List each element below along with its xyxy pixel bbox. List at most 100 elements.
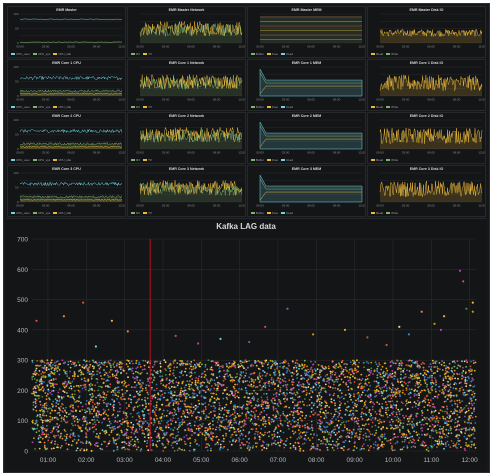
- legend-item[interactable]: Read: [371, 105, 383, 109]
- scatter-point: [133, 432, 135, 435]
- scatter-point: [92, 406, 94, 408]
- panel-legend[interactable]: Read Write: [371, 211, 401, 215]
- legend-item[interactable]: Used: [281, 52, 293, 56]
- legend-item[interactable]: CPU_sys: [32, 52, 50, 56]
- x-tick-label: 12:00: [358, 151, 365, 155]
- legend-item[interactable]: CPU_idle: [53, 52, 71, 56]
- legend-swatch: [251, 159, 255, 161]
- legend-item[interactable]: CPU_idle: [53, 105, 71, 109]
- panel-legend[interactable]: Buffer Free Used: [251, 158, 296, 162]
- legend-item[interactable]: Write: [386, 52, 398, 56]
- metric-panel[interactable]: EMR Core 1 Network 00:00 03:00 06:00 09:00 12…: [127, 59, 246, 111]
- scatter-point: [82, 442, 84, 445]
- scatter-point: [43, 411, 46, 413]
- x-tick-label: 06:00: [427, 151, 435, 155]
- legend-item[interactable]: CPU_idle: [53, 158, 71, 162]
- legend-item[interactable]: Write: [386, 158, 398, 162]
- legend-item[interactable]: Free: [266, 105, 278, 109]
- legend-item[interactable]: TX: [143, 105, 152, 109]
- scatter-point: [250, 401, 252, 404]
- metric-panel[interactable]: EMR Core 1 Disk IO 00:00 03:00 06:00 09:00 12…: [367, 59, 486, 111]
- metric-panel[interactable]: EMR Core 2 MEM00:0003:0006:0009:0012:00B…: [247, 112, 366, 164]
- scatter-point: [373, 434, 376, 437]
- panel-legend[interactable]: Buffer Free Used: [251, 52, 296, 56]
- legend-item[interactable]: Free: [266, 211, 278, 215]
- legend-item[interactable]: Read: [371, 52, 383, 56]
- metric-panel[interactable]: EMR Core 3 Disk IO 00:00 03:00 06:00 09:00 12…: [367, 165, 486, 217]
- panel-legend[interactable]: RX TX: [131, 52, 155, 56]
- scatter-point: [361, 445, 364, 447]
- legend-item[interactable]: Buffer: [251, 211, 264, 215]
- panel-legend[interactable]: CPU_user CPU_sys CPU_idle: [11, 52, 74, 56]
- legend-item[interactable]: Read: [371, 158, 383, 162]
- scatter-point: [107, 386, 109, 388]
- legend-item[interactable]: CPU_user: [11, 158, 30, 162]
- metric-panel[interactable]: EMR Core 2 Network 00:00 03:00 06:00 09:00 12…: [127, 112, 246, 164]
- legend-item[interactable]: CPU_sys: [32, 158, 50, 162]
- scatter-point: [333, 413, 336, 416]
- legend-item[interactable]: Write: [386, 105, 398, 109]
- legend-item[interactable]: RX: [131, 52, 140, 56]
- metric-panel[interactable]: EMR Core 1 MEM00:0003:0006:0009:0012:00B…: [247, 59, 366, 111]
- metric-panel[interactable]: EMR Core 3 CPU 100 50 0 00:00 03:00 06:00 09:00…: [7, 165, 126, 217]
- legend-item[interactable]: CPU_user: [11, 211, 30, 215]
- scatter-point: [234, 390, 237, 393]
- legend-item[interactable]: Used: [281, 158, 293, 162]
- legend-item[interactable]: Free: [266, 158, 278, 162]
- scatter-point: [185, 384, 188, 387]
- metric-panel[interactable]: EMR Master Network 00:00 03:00 06:00 09:00 12…: [127, 6, 246, 58]
- legend-item[interactable]: CPU_idle: [53, 211, 71, 215]
- legend-item[interactable]: Buffer: [251, 158, 264, 162]
- panel-legend[interactable]: Read Write: [371, 52, 401, 56]
- legend-item[interactable]: Free: [266, 52, 278, 56]
- metric-panel[interactable]: EMR Master MEM00:0003:0006:0009:0012:00B…: [247, 6, 366, 58]
- panel-legend[interactable]: Buffer Free Used: [251, 105, 296, 109]
- legend-item[interactable]: RX: [131, 211, 140, 215]
- legend-item[interactable]: CPU_sys: [32, 105, 50, 109]
- metric-panel[interactable]: EMR Core 1 CPU 100 50 0 00:00 03:00 06:00 09:00…: [7, 59, 126, 111]
- legend-item[interactable]: Used: [281, 211, 293, 215]
- legend-item[interactable]: Used: [281, 105, 293, 109]
- scatter-point: [212, 374, 215, 377]
- legend-item[interactable]: CPU_sys: [32, 211, 50, 215]
- panel-legend[interactable]: RX TX: [131, 211, 155, 215]
- panel-legend[interactable]: RX TX: [131, 158, 155, 162]
- metric-panel[interactable]: EMR Core 3 Network 00:00 03:00 06:00 09:00 12…: [127, 165, 246, 217]
- metric-panel[interactable]: EMR Core 2 Disk IO 00:00 03:00 06:00 09:00 12…: [367, 112, 486, 164]
- panel-legend[interactable]: Read Write: [371, 105, 401, 109]
- scatter-point: [411, 426, 414, 429]
- legend-item[interactable]: Buffer: [251, 105, 264, 109]
- scatter-point: [317, 376, 320, 379]
- metric-panel[interactable]: EMR Master 100 50 0 00:00 03:00 06:00 09:00 12:0…: [7, 6, 126, 58]
- scatter-point: [365, 423, 367, 425]
- legend-item[interactable]: RX: [131, 105, 140, 109]
- legend-swatch: [386, 212, 391, 214]
- panel-legend[interactable]: CPU_user CPU_sys CPU_idle: [11, 158, 74, 162]
- kafka-lag-panel[interactable]: 0 100 200 300 400 500 600 700 01:00 02:00 03:00 04:…: [6, 218, 486, 471]
- legend-item[interactable]: CPU_user: [11, 105, 30, 109]
- metric-panel[interactable]: EMR Master Disk IO 00:00 03:00 06:00 09:00 12…: [367, 6, 486, 58]
- legend-item[interactable]: Buffer: [251, 52, 264, 56]
- panel-legend[interactable]: CPU_user CPU_sys CPU_idle: [11, 105, 74, 109]
- legend-item[interactable]: TX: [143, 211, 152, 215]
- panel-legend[interactable]: Buffer Free Used: [251, 211, 296, 215]
- legend-item[interactable]: CPU_user: [11, 52, 30, 56]
- legend-item[interactable]: TX: [143, 158, 152, 162]
- scatter-point: [397, 387, 399, 390]
- scatter-point: [136, 379, 139, 381]
- legend-item[interactable]: Write: [386, 211, 398, 215]
- panel-legend[interactable]: CPU_user CPU_sys CPU_idle: [11, 211, 74, 215]
- panel-legend[interactable]: Read Write: [371, 158, 401, 162]
- x-tick-label: 06:00: [307, 151, 315, 155]
- legend-item[interactable]: Read: [371, 211, 383, 215]
- legend-item[interactable]: RX: [131, 158, 140, 162]
- scatter-point: [215, 436, 218, 439]
- scatter-point: [255, 364, 258, 367]
- scatter-point: [429, 436, 431, 439]
- panel-legend[interactable]: RX TX: [131, 105, 155, 109]
- scatter-point: [107, 408, 110, 411]
- scatter-point: [404, 436, 407, 439]
- metric-panel[interactable]: EMR Core 2 CPU 100 50 0 00:00 03:00 06:00 09:00…: [7, 112, 126, 164]
- legend-item[interactable]: TX: [143, 52, 152, 56]
- metric-panel[interactable]: EMR Core 3 MEM00:0003:0006:0009:0012:00B…: [247, 165, 366, 217]
